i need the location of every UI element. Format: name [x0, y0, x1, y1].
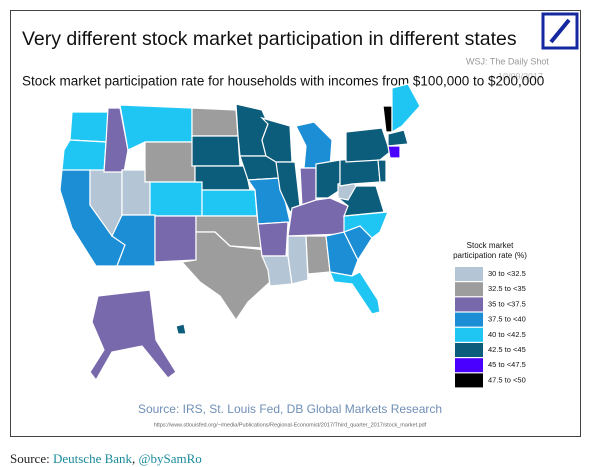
state [111, 214, 156, 267]
legend-swatch [455, 282, 483, 297]
url: https://www.stlouisfed.org/~/media/Publi… [154, 422, 427, 428]
state [194, 165, 251, 191]
state [149, 181, 203, 217]
date: 10/09/2017 [498, 71, 543, 81]
logo [541, 12, 579, 50]
state [391, 83, 421, 134]
legend-swatch [455, 358, 483, 373]
footer-link[interactable]: Deutsche Bank [52, 451, 133, 466]
us-map [59, 83, 421, 382]
legend-title: Stock market [467, 241, 514, 250]
credit: WSJ: The Daily Shot [466, 56, 549, 66]
state [325, 231, 359, 277]
legend-swatch [455, 297, 483, 312]
legend-label: 45 to <47.5 [488, 360, 526, 369]
state [235, 103, 269, 157]
state [89, 289, 177, 382]
legend-swatch [455, 327, 483, 342]
legend-label: 32.5 to <35 [488, 284, 526, 293]
state [377, 159, 387, 183]
state [201, 189, 258, 217]
state [191, 107, 239, 137]
state [61, 139, 107, 173]
legend-label: 42.5 to <45 [488, 345, 526, 354]
state [259, 116, 293, 163]
subtitle: Stock market participation rate for hous… [22, 74, 544, 89]
legend-swatch [455, 373, 483, 388]
state [287, 235, 309, 285]
legend-title: participation rate (%) [453, 251, 527, 260]
state [387, 129, 409, 147]
footer-link[interactable]: @bySamRo [138, 451, 202, 466]
state [154, 215, 197, 263]
legend-swatch [455, 267, 483, 281]
state [175, 323, 187, 335]
legend-label: 30 to <32.5 [488, 269, 526, 278]
legend-label: 35 to <37.5 [488, 299, 526, 308]
legend-label: 37.5 to <40 [488, 315, 526, 324]
state [343, 211, 389, 239]
legend-label: 40 to <42.5 [488, 330, 526, 339]
state [257, 221, 289, 257]
state [345, 127, 391, 163]
state [191, 135, 241, 167]
source: Source: IRS, St. Louis Fed, DB Global Ma… [138, 402, 442, 416]
state [144, 141, 196, 183]
title: Very different stock market participatio… [22, 28, 517, 50]
state [387, 145, 401, 159]
legend-swatch [455, 312, 483, 327]
state [69, 111, 111, 143]
state [329, 271, 381, 315]
legend-label: 47.5 to <50 [488, 375, 526, 384]
slide: Very different stock market participatio… [10, 10, 581, 437]
state [315, 159, 341, 199]
legend-swatch [455, 343, 483, 357]
footer: Source: Deutsche Bank, @bySamRo [10, 451, 202, 466]
state [261, 255, 293, 287]
state [180, 231, 271, 322]
footer-prefix: Source: [10, 451, 50, 466]
